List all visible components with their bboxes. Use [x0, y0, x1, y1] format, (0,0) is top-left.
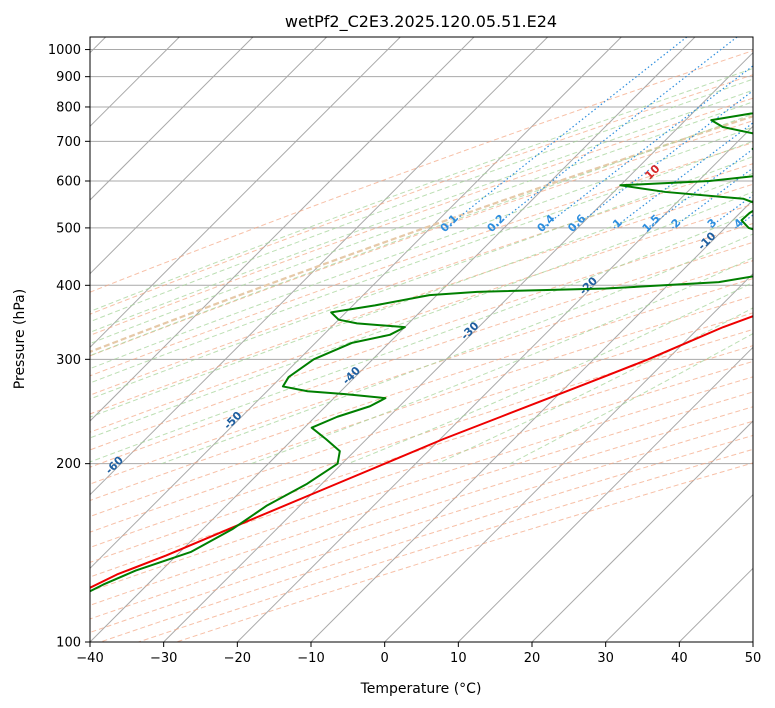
- x-axis-ticks: −40 −30 −20 −10 0 10 20 30 40 50: [76, 642, 761, 666]
- mixing-ratio-line: [572, 89, 753, 229]
- moist-adiabat: [90, 172, 753, 418]
- y-tick-label: 200: [56, 457, 81, 472]
- highlighted-adiabat: [90, 115, 753, 354]
- x-tick-label: −20: [224, 651, 251, 666]
- isotherm-line: [90, 37, 696, 642]
- dry-adiabat: [90, 376, 753, 592]
- x-tick-label: 30: [597, 651, 614, 666]
- dry-adiabat: [90, 360, 753, 578]
- dry-adiabat: [90, 328, 753, 548]
- isotherm-line: [384, 272, 753, 642]
- temperature-trace: [90, 315, 753, 589]
- dry-adiabat: [90, 295, 753, 518]
- isotherm-line: [90, 37, 622, 570]
- x-axis-label: Temperature (°C): [360, 681, 482, 697]
- isotherm-line: [90, 37, 549, 496]
- mixing-ratio-line: [542, 65, 753, 229]
- isotherm-line: [90, 37, 401, 349]
- isotherm-line: [90, 37, 475, 422]
- dry-adiabat: [90, 391, 753, 606]
- y-tick-label: 1000: [48, 43, 81, 58]
- y-tick-label: 700: [56, 135, 81, 150]
- isotherm-line: [457, 346, 753, 642]
- x-tick-label: 10: [450, 651, 467, 666]
- y-tick-label: 100: [56, 636, 81, 651]
- mixing-ratio-lines: [445, 37, 753, 229]
- plot-frame: [89, 36, 754, 643]
- dry-adiabat: [90, 183, 753, 415]
- y-tick-label: 600: [56, 174, 81, 189]
- dry-adiabat: [90, 97, 753, 336]
- y-tick-label: 300: [56, 353, 81, 368]
- isotherm-line: [605, 493, 753, 642]
- dewpoint-trace: [90, 112, 753, 593]
- isotherm-line: [90, 37, 254, 201]
- dry-adiabat: [90, 50, 753, 293]
- x-tick-label: −30: [150, 651, 177, 666]
- y-axis-label: Pressure (hPa): [12, 289, 28, 389]
- sounding-series: [90, 112, 753, 593]
- moist-adiabat: [437, 307, 753, 465]
- x-tick-label: −40: [76, 651, 103, 666]
- dry-adiabat: [90, 312, 753, 533]
- mixing-ratio-line: [492, 37, 738, 229]
- isotherm-line: [236, 125, 753, 642]
- isotherm-line: [90, 37, 328, 275]
- x-tick-label: −10: [297, 651, 324, 666]
- isotherm-line: [163, 51, 753, 642]
- y-axis-ticks: 1000 900 800 700 600 500 400 300 200 100: [48, 43, 90, 651]
- pressure-gridlines: [90, 49, 753, 642]
- mixing-ratio-line: [672, 167, 753, 229]
- isotherm-line: [310, 199, 753, 642]
- dry-adiabat: [90, 142, 753, 377]
- moist-adiabat: [90, 140, 753, 384]
- moist-adiabat: [90, 78, 753, 323]
- x-tick-label: 0: [381, 651, 389, 666]
- moist-adiabat: [347, 281, 753, 465]
- dry-adiabat-lines: [90, 50, 753, 642]
- y-tick-label: 900: [56, 70, 81, 85]
- moist-adiabat: [90, 67, 753, 313]
- y-tick-label: 800: [56, 100, 81, 115]
- dry-adiabat: [90, 260, 753, 485]
- isotherm-lines: [90, 37, 753, 642]
- isotherm-line: [531, 420, 753, 642]
- moist-adiabat: [90, 113, 753, 357]
- dry-adiabat: [90, 345, 753, 563]
- moist-adiabat: [161, 233, 753, 465]
- x-tick-label: 20: [524, 651, 541, 666]
- x-tick-label: 50: [745, 651, 762, 666]
- moist-adiabat: [90, 101, 753, 345]
- x-tick-label: 40: [671, 651, 688, 666]
- y-tick-label: 400: [56, 279, 81, 294]
- chart-title: wetPf2_C2E3.2025.120.05.51.E24: [285, 12, 557, 32]
- y-tick-label: 500: [56, 221, 81, 236]
